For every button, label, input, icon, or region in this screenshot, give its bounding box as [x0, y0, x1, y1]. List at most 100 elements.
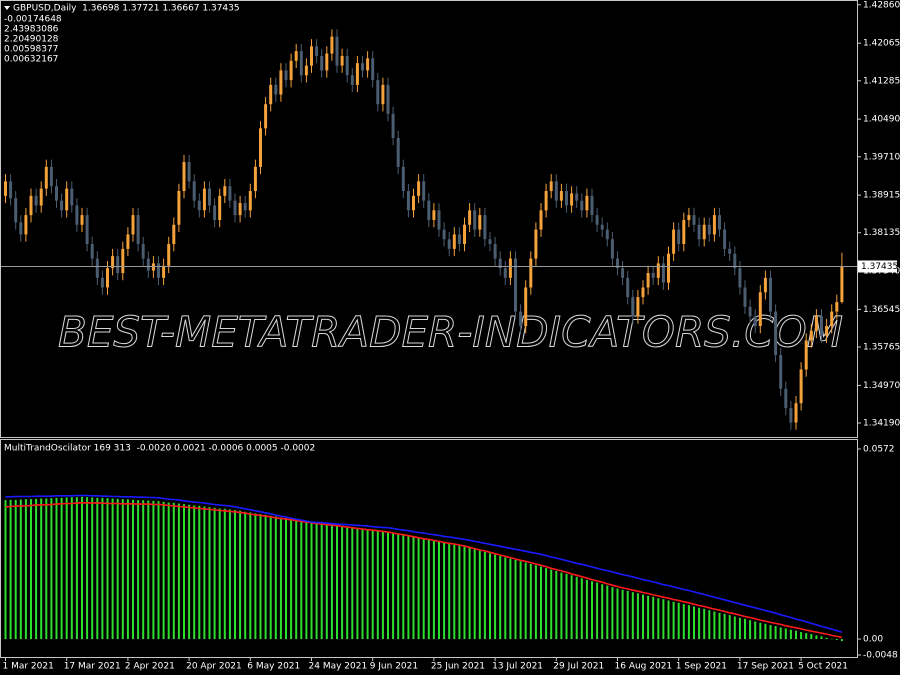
candle-body [9, 181, 13, 199]
histogram-bar [157, 501, 160, 640]
histogram-bar [228, 509, 231, 640]
histogram-bar [101, 497, 104, 640]
y-tick-label: 0.00 [863, 635, 883, 645]
candle-body [366, 58, 370, 71]
histogram-bar [580, 578, 583, 640]
candle-body [361, 63, 364, 71]
histogram-bar [478, 550, 481, 640]
histogram-bar [249, 512, 252, 640]
candle-body [498, 258, 502, 269]
candle-body [539, 210, 543, 230]
candle-body [809, 330, 813, 341]
candle-body [437, 210, 441, 230]
histogram-bar [111, 498, 114, 640]
histogram-bar [514, 559, 517, 640]
candle-body [238, 203, 242, 216]
histogram-bar [636, 593, 639, 640]
histogram-bar [611, 587, 614, 640]
histogram-bar [24, 499, 27, 640]
candle-body [34, 195, 38, 206]
candle-body [335, 36, 339, 66]
histogram-bar [162, 501, 165, 640]
candle-body [65, 188, 69, 211]
histogram-bar [662, 599, 665, 640]
histogram-bar [703, 608, 706, 640]
candle-body [814, 316, 818, 331]
candle-body [422, 181, 426, 201]
candle-body [223, 186, 227, 196]
current-price-box [858, 260, 897, 273]
histogram-bar [621, 589, 624, 640]
oscillator-line [5, 502, 843, 639]
histogram-bar [744, 618, 746, 640]
candle-body [723, 229, 727, 249]
x-tick-label: 29 Jul 2021 [553, 662, 604, 672]
candle-body [24, 215, 28, 235]
candle-body [228, 186, 232, 201]
histogram-bar [779, 627, 782, 640]
candle-body [799, 369, 803, 404]
candle-body [595, 215, 599, 225]
histogram-bar [172, 502, 175, 640]
price-panel-frame [0, 0, 858, 438]
candle-body [661, 263, 665, 283]
histogram-bar [769, 625, 772, 640]
candle-body [412, 195, 415, 211]
candle-body [340, 55, 344, 66]
candle-body [49, 166, 53, 187]
histogram-bar [35, 498, 38, 640]
candle-body [213, 205, 217, 220]
histogram-bar [652, 596, 655, 640]
histogram-bar [432, 540, 435, 640]
histogram-bar [336, 525, 338, 640]
histogram-bar [213, 507, 216, 640]
candle-body [432, 210, 436, 220]
histogram-bar [218, 508, 221, 640]
candle-body [14, 198, 18, 223]
histogram-bar [239, 510, 242, 640]
candle-body [172, 224, 176, 245]
candle-body [667, 253, 670, 283]
histogram-bar [412, 537, 415, 640]
histogram-bar [417, 538, 420, 640]
histogram-bar [555, 570, 558, 640]
x-tick-label: 6 May 2021 [247, 662, 300, 672]
candle-body [468, 210, 472, 225]
candle-body [126, 234, 130, 249]
histogram-bar [9, 499, 12, 640]
candle-body [554, 181, 558, 201]
menu-triangle[interactable] [4, 6, 10, 10]
candle-body [325, 53, 329, 71]
candle-body [488, 239, 492, 245]
candle-body [493, 244, 497, 259]
candle-body [406, 191, 410, 211]
candle-body [733, 253, 737, 269]
candle-body [355, 63, 359, 85]
candle-body [743, 287, 747, 307]
histogram-bar [657, 598, 660, 640]
histogram-bar [499, 555, 502, 640]
y-tick-label: 0.0572 [863, 444, 895, 454]
y-tick-label: 1.34190 [863, 419, 900, 429]
candle-body [478, 215, 482, 230]
candle-body [90, 244, 94, 259]
histogram-bar [341, 526, 344, 640]
candle-body [182, 162, 186, 192]
x-tick-label: 5 Oct 2021 [798, 662, 848, 672]
histogram-bar [468, 548, 471, 640]
histogram-bar [810, 634, 813, 640]
candle-body [289, 60, 293, 81]
histogram-bar [438, 541, 440, 640]
candle-body [514, 258, 517, 312]
histogram-bar [121, 499, 124, 640]
candle-body [192, 181, 196, 201]
histogram-bar [91, 497, 94, 640]
histogram-bar [483, 551, 486, 640]
candle-body [345, 55, 349, 76]
histogram-bar [789, 629, 792, 640]
candle-body [758, 292, 762, 327]
histogram-bar [356, 528, 359, 640]
histogram-bar [264, 514, 267, 640]
candle-body [707, 224, 711, 235]
histogram-bar [50, 498, 53, 640]
